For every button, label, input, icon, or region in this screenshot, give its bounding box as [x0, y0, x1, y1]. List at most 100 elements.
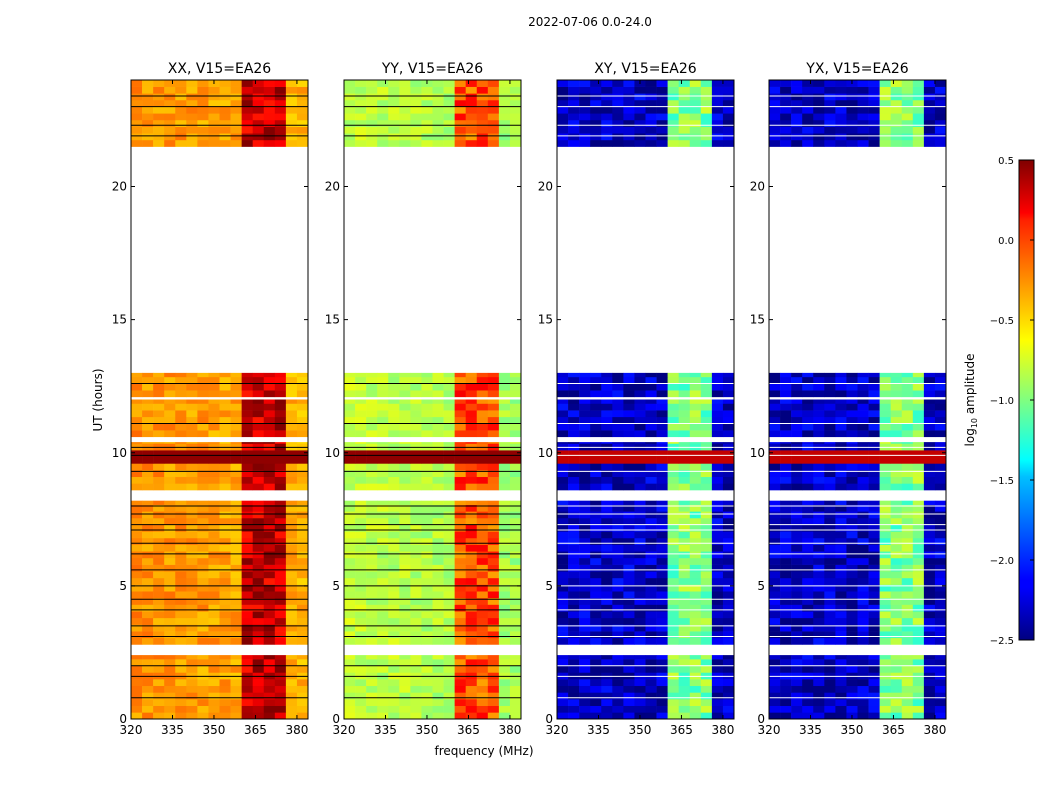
heatmap-cell [377, 685, 389, 693]
heatmap-cell [355, 399, 367, 404]
heatmap-cell [377, 524, 389, 532]
heatmap-cell [410, 624, 422, 632]
heatmap-cell [175, 470, 187, 478]
heatmap-cell [711, 591, 724, 599]
heatmap-cell [208, 679, 220, 687]
heatmap-cell [667, 611, 679, 619]
heatmap-cell [769, 450, 781, 458]
heatmap-cell [344, 504, 356, 512]
heatmap-cell [678, 611, 691, 619]
heatmap-cell [901, 463, 914, 471]
heatmap-cell [487, 597, 500, 605]
heatmap-cell [623, 531, 635, 539]
heatmap-cell [623, 399, 635, 404]
heatmap-cell [366, 665, 378, 673]
heatmap-cell [274, 93, 287, 101]
heatmap-cell [186, 659, 198, 667]
heatmap-cell [645, 637, 657, 645]
heatmap-cell [241, 679, 253, 687]
heatmap-cell [498, 551, 511, 559]
heatmap-cell [780, 511, 792, 519]
heatmap-cell [355, 470, 367, 478]
heatmap-cell [219, 624, 231, 632]
heatmap-cell [813, 692, 825, 700]
heatmap-cell [802, 511, 814, 519]
heatmap-cell [164, 93, 176, 101]
heatmap-cell [252, 504, 265, 512]
heatmap-cell [263, 584, 276, 592]
heatmap-cell [590, 372, 602, 378]
heatmap-cell [901, 604, 914, 612]
heatmap-cell [835, 399, 847, 404]
heatmap-cell [252, 537, 265, 545]
heatmap-cell [934, 631, 947, 639]
heatmap-cell [557, 611, 569, 619]
heatmap-cell [197, 390, 209, 398]
heatmap-cell [846, 476, 858, 484]
heatmap-cell [164, 604, 176, 612]
heatmap-cell [579, 604, 591, 612]
heatmap-cell [366, 511, 378, 519]
heatmap-cell [344, 511, 356, 519]
heatmap-cell [219, 679, 231, 687]
heatmap-cell [197, 139, 209, 147]
heatmap-cell [230, 476, 242, 484]
heatmap-cell [263, 372, 276, 378]
x-tick-label: 365 [244, 723, 267, 737]
heatmap-cell [722, 712, 735, 720]
y-tick-label: 20 [538, 180, 553, 194]
heatmap-cell [186, 416, 198, 424]
heatmap-cell [355, 537, 367, 545]
heatmap-cell [656, 524, 668, 532]
heatmap-cell [186, 617, 198, 625]
heatmap-cell [388, 383, 400, 391]
heatmap-cell [377, 463, 389, 471]
heatmap-cell [901, 631, 914, 639]
heatmap-cell [802, 617, 814, 625]
heatmap-cell [164, 517, 176, 525]
heatmap-cell [153, 476, 165, 484]
heatmap-cell [601, 655, 613, 660]
heatmap-cell [700, 80, 713, 87]
heatmap-cell [142, 390, 154, 398]
heatmap-cell [164, 463, 176, 471]
heatmap-cell [813, 372, 825, 378]
heatmap-cell [846, 86, 858, 94]
heatmap-cell [296, 557, 309, 565]
heatmap-cell [846, 399, 858, 404]
heatmap-cell [923, 93, 936, 101]
heatmap-cell [509, 383, 522, 391]
heatmap-cell [780, 133, 792, 141]
heatmap-cell [824, 113, 836, 121]
heatmap-cell [432, 511, 444, 519]
heatmap-cell [388, 524, 400, 532]
heatmap-cell [568, 483, 580, 491]
heatmap-cell [868, 577, 880, 585]
heatmap-cell [780, 571, 792, 579]
heatmap-cell [700, 456, 713, 464]
heatmap-cell [153, 133, 165, 141]
heatmap-cell [634, 655, 646, 660]
heatmap-cell [934, 139, 947, 147]
heatmap-cell [623, 390, 635, 398]
heatmap-cell [131, 524, 143, 532]
heatmap-cell [813, 403, 825, 411]
heatmap-cell [711, 483, 724, 491]
heatmap-cell [890, 383, 903, 391]
heatmap-cell [835, 712, 847, 720]
heatmap-cell [355, 591, 367, 599]
heatmap-cell [399, 119, 411, 127]
heatmap-cell [465, 99, 478, 107]
heatmap-cell [355, 531, 367, 539]
heatmap-cell [131, 93, 143, 101]
heatmap-cell [285, 624, 298, 632]
heatmap-cell [868, 692, 880, 700]
heatmap-cell [509, 423, 522, 431]
heatmap-cell [388, 672, 400, 680]
heatmap-cell [769, 571, 781, 579]
heatmap-cell [465, 631, 478, 639]
heatmap-cell [791, 504, 803, 512]
heatmap-cell [846, 450, 858, 458]
heatmap-cell [377, 423, 389, 431]
heatmap-cell [432, 390, 444, 398]
